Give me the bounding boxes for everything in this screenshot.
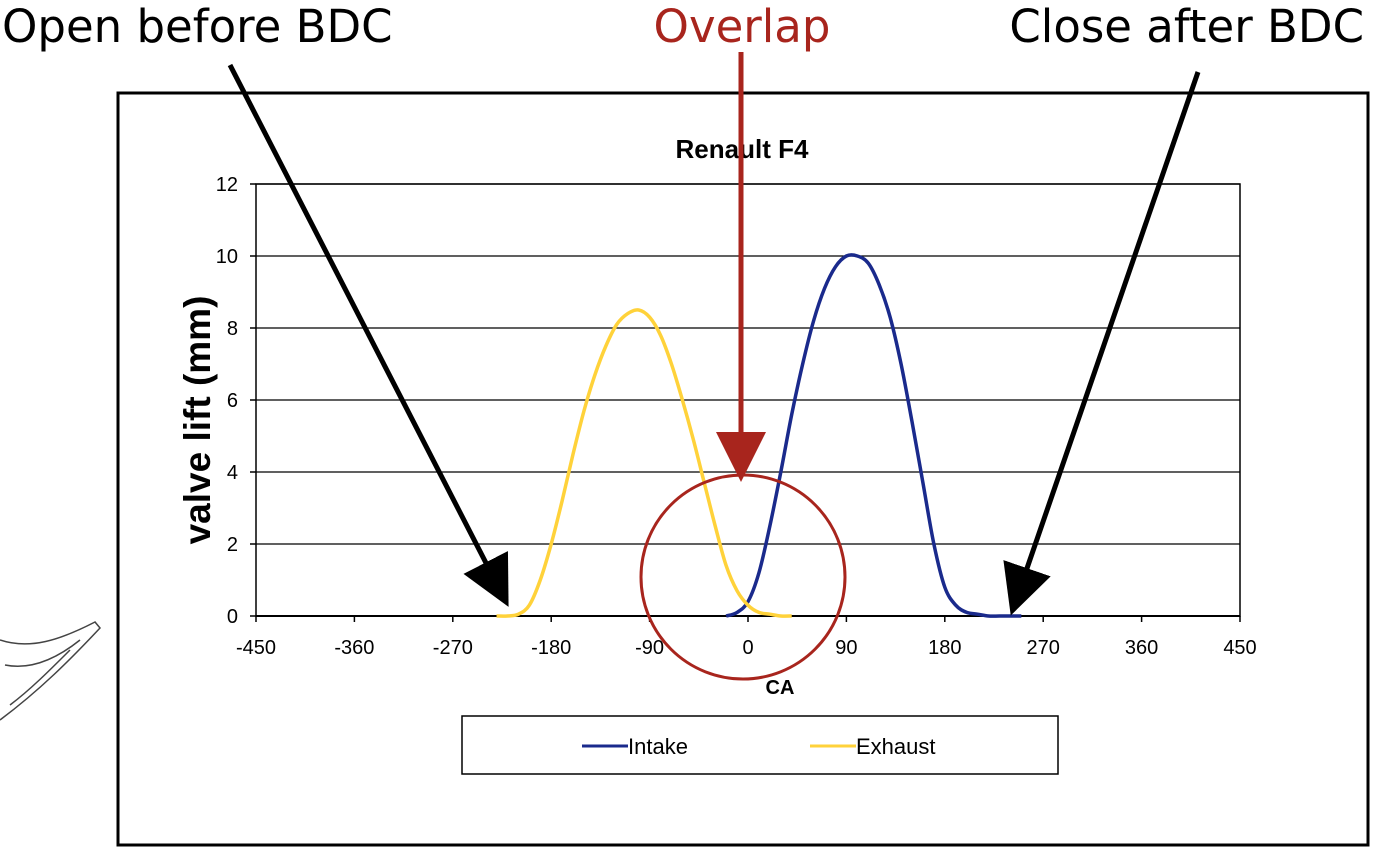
legend-exhaust-label: Exhaust	[856, 734, 936, 759]
y-tick-label: 12	[216, 174, 238, 196]
y-tick-label: 4	[227, 462, 238, 484]
x-tick-label: -450	[236, 637, 276, 659]
x-tick-label: 0	[742, 637, 753, 659]
legend-intake-label: Intake	[628, 734, 688, 759]
x-tick-label: -270	[433, 637, 473, 659]
x-tick-label: 360	[1125, 637, 1158, 659]
x-tick-label: 90	[835, 637, 857, 659]
y-tick-label: 10	[216, 246, 238, 268]
y-tick-label: 0	[227, 606, 238, 628]
legend: Intake Exhaust	[461, 715, 1059, 775]
x-tick-label: 180	[928, 637, 961, 659]
x-tick-label: -360	[334, 637, 374, 659]
series-line-intake	[725, 253, 1022, 618]
y-tick-label: 6	[227, 390, 238, 412]
x-tick-label: -90	[635, 637, 664, 659]
open-arrow	[227, 63, 509, 607]
x-tick-label: -180	[531, 637, 571, 659]
plot-area: 0 2 4 6 8 10 12 -450 -360 -270 -180 -90 0 90 180 270 360…	[216, 174, 1257, 659]
x-axis-label: CA	[766, 677, 795, 699]
series-line-exhaust	[496, 308, 792, 618]
y-tick-label: 8	[227, 318, 238, 340]
overlap-label: Overlap	[654, 0, 831, 53]
legend-box	[461, 715, 1059, 775]
close-arrow	[1003, 71, 1201, 616]
sketch-decoration	[0, 621, 102, 721]
x-tick-label: 450	[1223, 637, 1256, 659]
y-axis-label: valve lift (mm)	[177, 296, 218, 545]
y-tick-label: 2	[227, 534, 238, 556]
open-before-bdc-label: Open before BDC	[2, 0, 393, 53]
close-after-bdc-label: Close after BDC	[1009, 0, 1364, 53]
x-tick-label: 270	[1027, 637, 1060, 659]
